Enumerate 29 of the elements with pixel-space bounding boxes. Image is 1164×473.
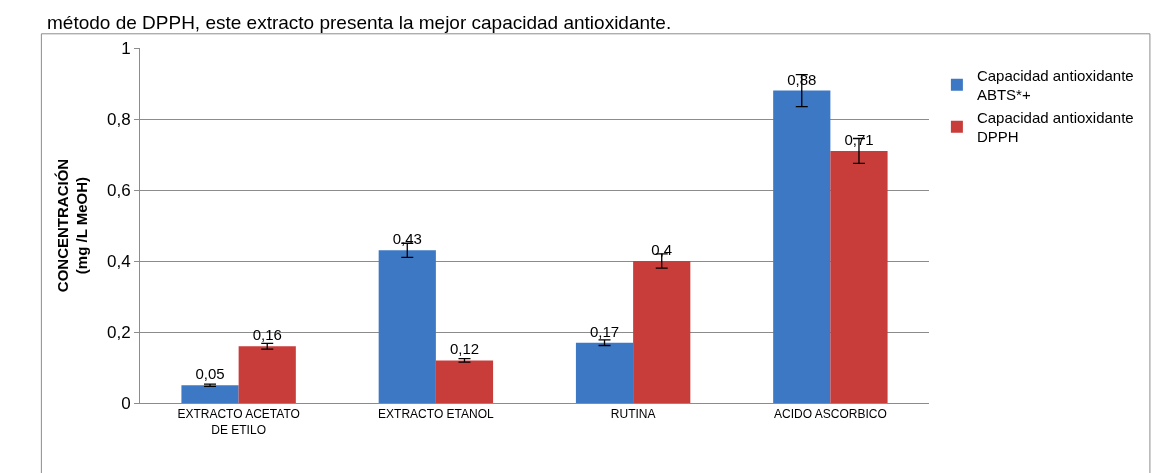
y-tick-label: 0 (121, 393, 131, 413)
data-label: 0,05 (195, 365, 225, 383)
bar (238, 346, 296, 403)
x-tick-label: RUTINA (610, 407, 656, 422)
legend-label: Capacidad antioxidante DPPH (976, 108, 1134, 146)
bar (633, 261, 691, 403)
legend-label: Capacidad antioxidante ABTS*+ (976, 66, 1134, 104)
data-label: 0,12 (449, 340, 480, 358)
y-tick-label: 0,4 (106, 251, 131, 271)
bar (575, 342, 634, 403)
text: método de DPPH, este extracto presenta la mejor capacidad antioxidante. (47, 12, 672, 33)
bar (773, 90, 831, 403)
x-tick-label: EXTRACTO ACETATO DE ETILO (177, 407, 300, 437)
y-tick-label: 0,8 (106, 109, 131, 129)
data-label: 0,17 (589, 322, 620, 340)
x-tick-label: ACIDO ASCORBICO (774, 407, 887, 422)
x-tick-label: EXTRACTO ETANOL (378, 407, 494, 422)
bar (378, 250, 436, 403)
data-label: 0,16 (252, 326, 282, 344)
data-label: 0,43 (392, 230, 422, 248)
y-tick-label: 0,6 (106, 180, 131, 200)
data-label: 0,4 (651, 241, 673, 258)
bar (830, 150, 888, 403)
bar (181, 385, 239, 403)
y-tick-label: 1 (121, 38, 131, 58)
data-label: 0,71 (844, 130, 874, 148)
bar (435, 360, 494, 403)
y-axis-title: CONCENTRACIÓN (mg /L MeOH) (53, 158, 91, 293)
y-tick-label: 0,2 (106, 322, 131, 342)
